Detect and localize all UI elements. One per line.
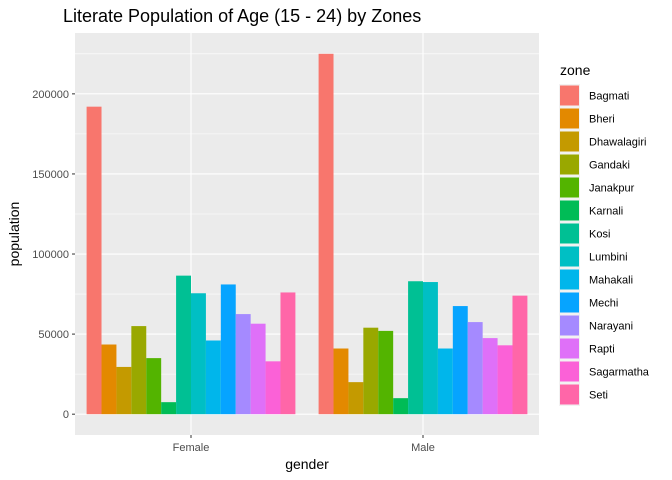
legend-swatch-sagarmatha	[560, 361, 579, 382]
bar-dhawalagiri-male	[348, 382, 364, 415]
y-tick-label: 0	[63, 409, 69, 421]
y-axis-title: population	[6, 202, 22, 267]
bar-dhawalagiri-female	[116, 366, 132, 415]
bar-seti-female	[280, 292, 296, 415]
legend-swatch-seti	[560, 384, 579, 405]
y-axis: 0 50000 100000 150000 200000	[32, 89, 75, 421]
bar-lumbini-female	[191, 293, 206, 415]
y-tick-label: 50000	[38, 329, 69, 341]
bar-seti-male	[512, 295, 528, 415]
legend-label-kosi: Kosi	[589, 229, 610, 241]
legend-label-mechi: Mechi	[589, 298, 618, 310]
bar-janakpur-female	[146, 358, 162, 415]
bar-kosi-female	[176, 275, 191, 415]
x-axis: Female Male	[173, 435, 435, 454]
legend-label-rapti: Rapti	[589, 344, 615, 356]
legend: zone Bagmati Bheri Dhawalagiri Gandaki Janak…	[559, 62, 650, 406]
bar-karnali-female	[161, 402, 177, 415]
legend-swatch-rapti	[560, 338, 579, 359]
legend-label-bagmati: Bagmati	[589, 91, 629, 103]
legend-swatch-gandaki	[560, 154, 579, 175]
legend-swatch-mahakali	[560, 269, 579, 290]
bar-mahakali-male	[437, 348, 453, 415]
legend-label-narayani: Narayani	[589, 321, 633, 333]
bar-mahakali-female	[205, 340, 221, 415]
chart-title: Literate Population of Age (15 - 24) by …	[63, 6, 421, 26]
legend-label-bheri: Bheri	[589, 114, 615, 126]
legend-swatch-kosi	[560, 223, 579, 244]
bar-kosi-male	[408, 281, 423, 415]
legend-swatch-narayani	[560, 315, 579, 336]
legend-swatch-bheri	[560, 108, 579, 129]
y-tick-label: 200000	[32, 89, 69, 101]
legend-label-mahakali: Mahakali	[589, 275, 633, 287]
bar-gandaki-female	[131, 326, 147, 415]
y-tick-label: 100000	[32, 249, 69, 261]
legend-swatch-mechi	[560, 292, 579, 313]
bar-sagarmatha-female	[265, 361, 281, 415]
bar-bagmati-female	[86, 106, 102, 415]
legend-swatch-bagmati	[560, 85, 579, 106]
bar-karnali-male	[393, 398, 409, 415]
legend-label-karnali: Karnali	[589, 206, 623, 218]
legend-swatch-janakpur	[560, 177, 579, 198]
bar-bheri-male	[333, 348, 349, 415]
legend-label-dhawalagiri: Dhawalagiri	[589, 137, 646, 149]
bar-gandaki-male	[363, 327, 379, 415]
legend-label-seti: Seti	[589, 390, 608, 402]
x-tick-label: Male	[411, 442, 435, 454]
legend-swatch-dhawalagiri	[560, 131, 579, 152]
legend-label-lumbini: Lumbini	[589, 252, 628, 264]
bar-bheri-female	[101, 344, 117, 415]
x-axis-title: gender	[285, 456, 329, 472]
bar-sagarmatha-male	[497, 345, 513, 415]
legend-title: zone	[560, 62, 591, 78]
bar-janakpur-male	[378, 330, 394, 415]
bar-bagmati-male	[318, 53, 334, 415]
legend-label-janakpur: Janakpur	[589, 183, 635, 195]
bar-rapti-male	[482, 338, 498, 415]
bar-lumbini-male	[423, 282, 438, 415]
legend-label-gandaki: Gandaki	[589, 160, 630, 172]
bar-narayani-male	[467, 322, 483, 415]
legend-swatch-lumbini	[560, 246, 579, 267]
legend-swatch-karnali	[560, 200, 579, 221]
bar-mechi-female	[220, 284, 236, 415]
x-tick-label: Female	[173, 442, 210, 454]
bars	[86, 53, 528, 415]
bar-narayani-female	[235, 314, 251, 415]
bar-rapti-female	[250, 323, 266, 415]
bar-mechi-male	[452, 306, 468, 415]
y-tick-label: 150000	[32, 169, 69, 181]
legend-label-sagarmatha: Sagarmatha	[589, 367, 650, 379]
